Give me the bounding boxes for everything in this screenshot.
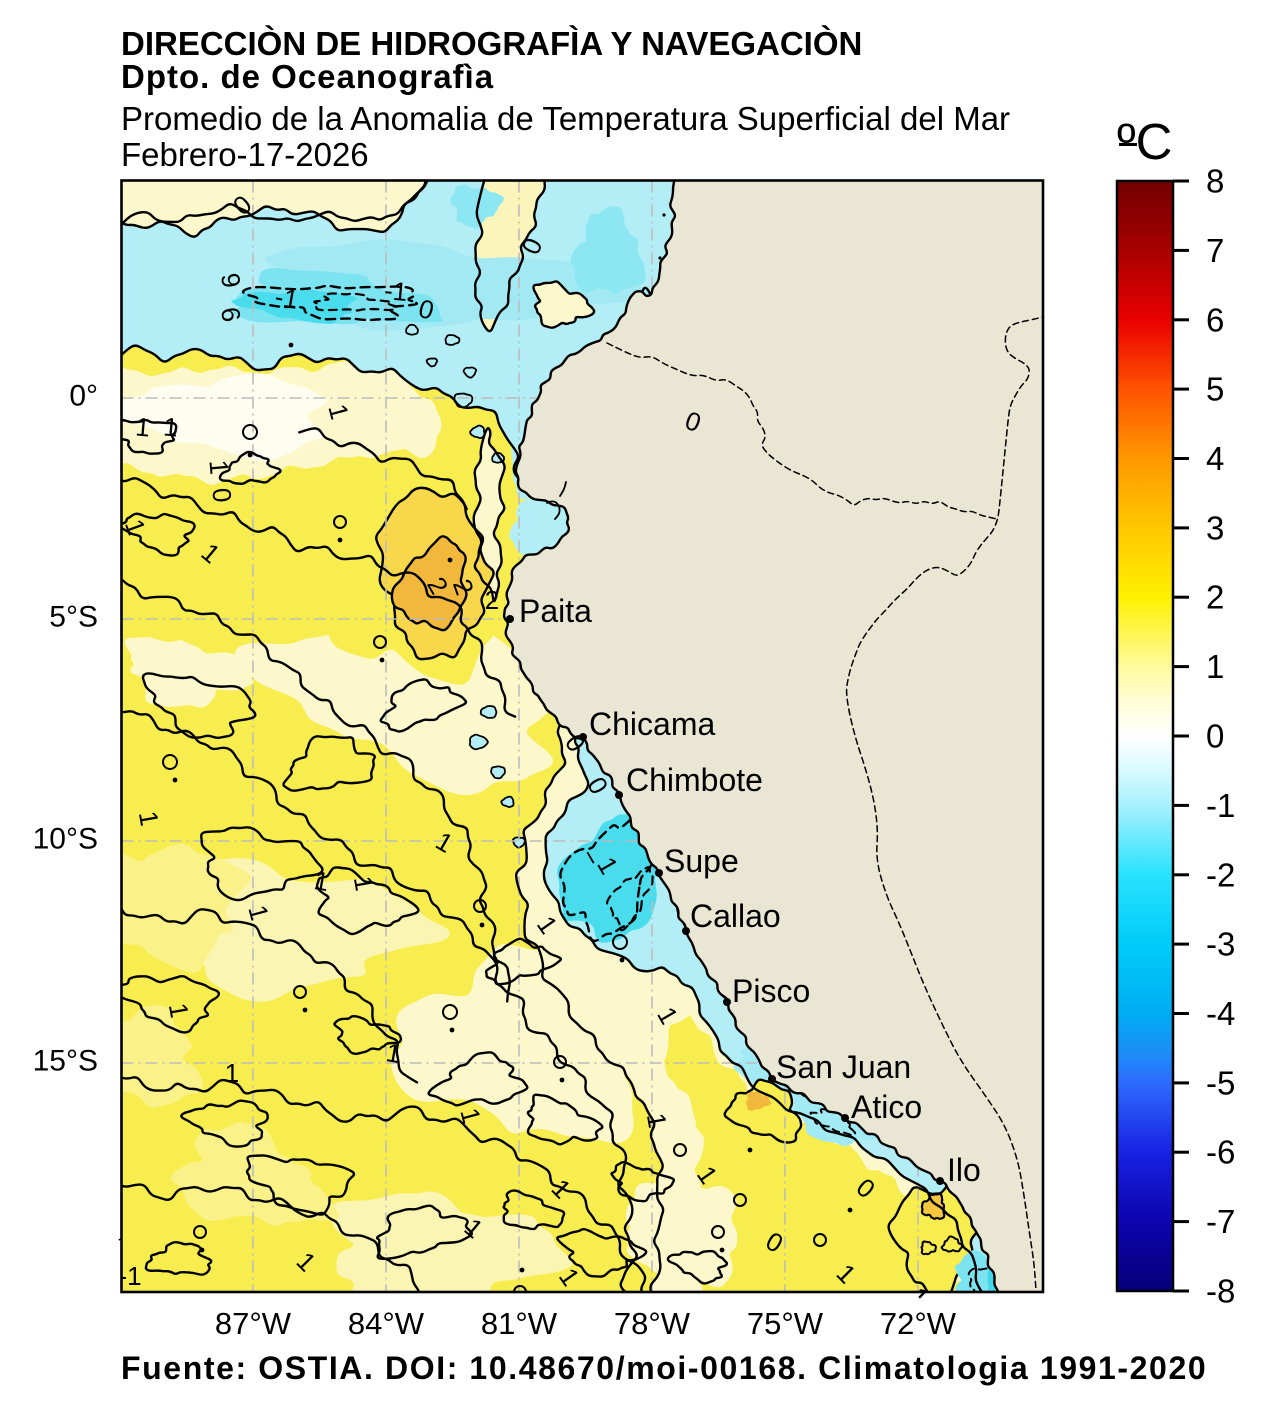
svg-text:0°: 0°: [69, 380, 98, 413]
svg-text:-8: -8: [1206, 1273, 1235, 1310]
svg-text:15°S: 15°S: [33, 1045, 98, 1078]
svg-text:78°W: 78°W: [614, 1306, 691, 1341]
svg-text:-4: -4: [1206, 995, 1235, 1032]
svg-text:10°S: 10°S: [33, 823, 98, 856]
svg-text:Ilo: Ilo: [947, 1152, 981, 1188]
svg-text:-5: -5: [1206, 1064, 1235, 1101]
svg-text:5: 5: [1206, 371, 1224, 408]
svg-text:Supe: Supe: [664, 843, 739, 879]
svg-text:Callao: Callao: [690, 898, 781, 934]
svg-text:1: 1: [1206, 648, 1224, 685]
svg-text:Chicama: Chicama: [589, 706, 715, 742]
svg-text:3: 3: [1206, 509, 1224, 546]
svg-text:5°S: 5°S: [49, 601, 98, 634]
svg-text:1: 1: [641, 1111, 673, 1130]
svg-text:Atico: Atico: [851, 1089, 922, 1125]
svg-text:7: 7: [1206, 232, 1224, 269]
svg-text:75°W: 75°W: [747, 1306, 824, 1341]
svg-text:72°W: 72°W: [880, 1306, 957, 1341]
svg-text:San Juan: San Juan: [776, 1049, 911, 1085]
svg-text:1: 1: [162, 411, 179, 442]
svg-text:1: 1: [225, 1058, 239, 1088]
svg-text:ºC: ºC: [1117, 113, 1172, 170]
svg-text:-1: -1: [118, 1261, 141, 1291]
svg-text:Paita: Paita: [519, 593, 592, 629]
svg-text:1: 1: [384, 1037, 403, 1069]
svg-text:-1: -1: [1206, 787, 1235, 824]
svg-text:-3: -3: [1206, 926, 1235, 963]
svg-text:6: 6: [215, 305, 247, 324]
svg-text:6: 6: [1206, 301, 1224, 338]
svg-text:2: 2: [485, 585, 499, 615]
svg-text:81°W: 81°W: [481, 1306, 558, 1341]
svg-text:1: 1: [348, 874, 380, 893]
svg-text:1: 1: [163, 1001, 195, 1020]
svg-text:-7: -7: [1206, 1203, 1235, 1240]
svg-text:Pisco: Pisco: [732, 973, 810, 1009]
svg-text:1: 1: [134, 411, 151, 442]
svg-text:-6: -6: [1206, 1134, 1235, 1171]
svg-text:-1: -1: [383, 275, 409, 307]
svg-text:2: 2: [1206, 579, 1224, 616]
svg-text:0: 0: [1206, 718, 1224, 755]
svg-text:8: 8: [1206, 163, 1224, 200]
svg-text:-2: -2: [1206, 856, 1235, 893]
svg-text:-1: -1: [273, 281, 301, 315]
svg-text:84°W: 84°W: [348, 1306, 425, 1341]
svg-text:1: 1: [133, 809, 165, 828]
svg-text:1: 1: [203, 459, 234, 476]
svg-text:Chimbote: Chimbote: [626, 762, 763, 798]
svg-text:87°W: 87°W: [215, 1306, 292, 1341]
svg-text:4: 4: [1206, 440, 1224, 477]
svg-text:0: 0: [206, 487, 237, 504]
svg-text:1: 1: [312, 865, 331, 897]
svg-text:9: 9: [215, 271, 247, 290]
